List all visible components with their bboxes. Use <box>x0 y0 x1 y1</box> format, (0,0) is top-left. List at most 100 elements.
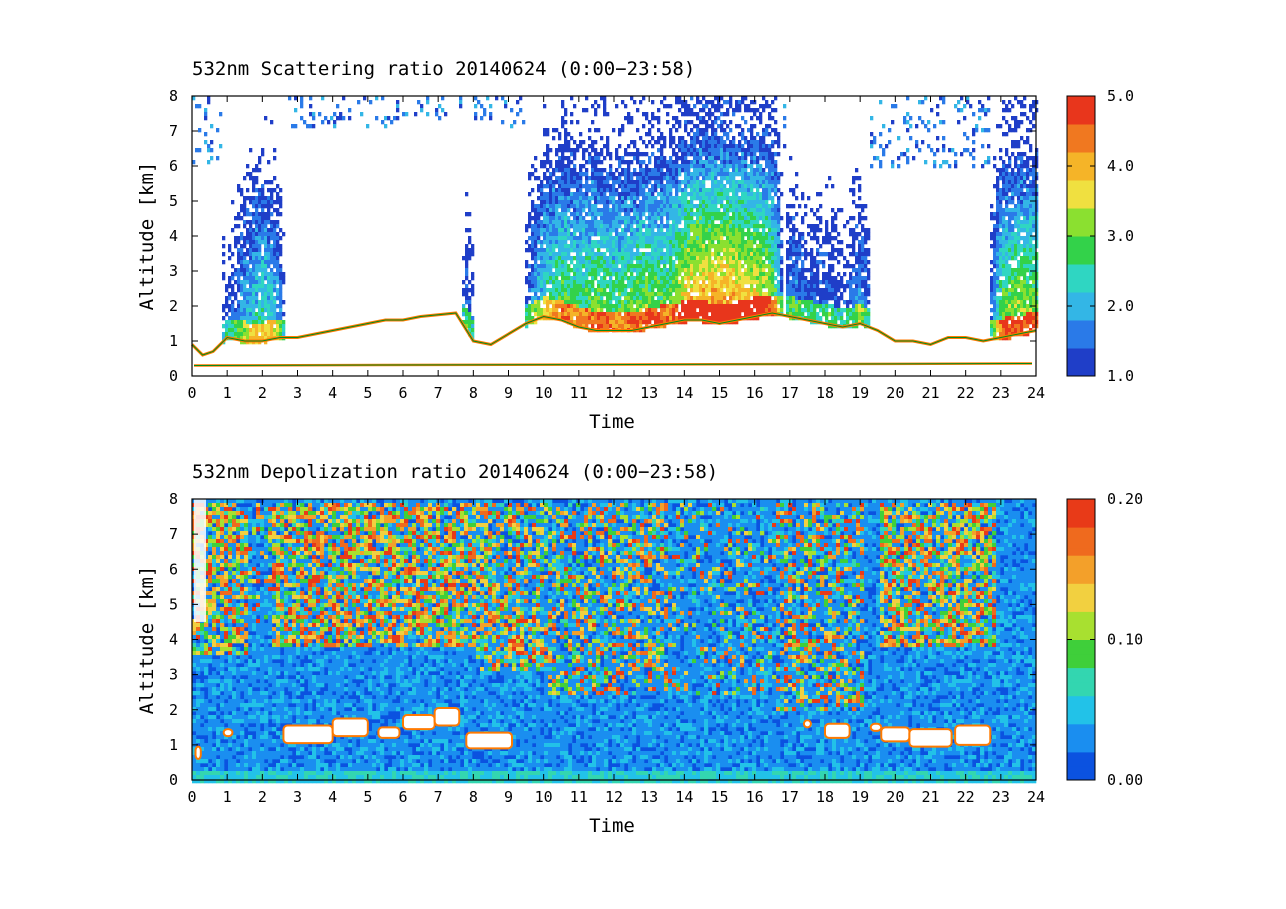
scattering-cell <box>702 228 706 233</box>
scattering-cell <box>753 256 757 261</box>
scattering-cell <box>546 304 550 309</box>
scattering-cell <box>543 128 547 133</box>
scattering-cell <box>732 312 736 317</box>
scattering-cell <box>801 244 805 249</box>
scattering-cell <box>726 168 730 173</box>
scattering-cell <box>576 280 580 285</box>
scattering-cell <box>594 272 598 277</box>
scattering-cell <box>579 304 583 309</box>
scattering-cell <box>729 296 733 301</box>
scattering-cell <box>684 144 688 149</box>
scattering-cell <box>711 300 715 305</box>
scattering-cell <box>696 284 700 289</box>
scattering-cell <box>666 232 670 237</box>
scattering-cell <box>276 304 280 309</box>
scattering-cell <box>810 276 814 281</box>
scattering-cell <box>249 232 253 237</box>
scattering-cell <box>603 112 607 117</box>
scattering-cell <box>621 300 625 305</box>
scattering-cell <box>561 144 565 149</box>
scattering-cell <box>630 184 634 189</box>
scattering-cell <box>240 324 244 329</box>
scattering-cell <box>246 196 250 201</box>
scattering-cell <box>276 200 280 205</box>
scattering-cell <box>822 276 826 281</box>
scattering-cell <box>684 100 688 105</box>
scattering-cell <box>624 220 628 225</box>
scattering-cell <box>768 160 772 165</box>
scattering-cell <box>735 220 739 225</box>
scattering-cell <box>654 168 658 173</box>
scattering-cell <box>834 292 838 297</box>
scattering-cell <box>564 136 568 141</box>
scattering-cell <box>726 204 730 209</box>
scattering-cell <box>822 296 826 301</box>
scattering-cell <box>837 288 841 293</box>
scattering-cell <box>831 228 835 233</box>
scattering-cell <box>741 232 745 237</box>
scattering-cell <box>531 276 535 281</box>
scattering-cell <box>735 156 739 161</box>
scattering-cell <box>705 260 709 265</box>
scattering-cell <box>660 296 664 301</box>
scattering-cell <box>771 280 775 285</box>
scattering-cell <box>732 292 736 297</box>
scattering-cell <box>735 244 739 249</box>
scattering-cell <box>837 240 841 245</box>
scattering-cell <box>717 172 721 177</box>
scattering-cell <box>771 240 775 245</box>
scattering-cell <box>474 112 478 117</box>
scattering-cell <box>582 264 586 269</box>
scattering-cell <box>603 276 607 281</box>
scattering-cell <box>642 320 646 325</box>
scattering-cell <box>723 232 727 237</box>
scattering-cell <box>624 292 628 297</box>
scattering-cell <box>774 188 778 193</box>
scattering-cell <box>837 296 841 301</box>
scattering-cell <box>738 268 742 273</box>
scattering-cell <box>663 292 667 297</box>
scattering-cell <box>738 260 742 265</box>
scattering-cell <box>276 196 280 201</box>
scattering-cell <box>621 100 625 105</box>
scattering-cell <box>696 216 700 221</box>
scattering-cell <box>756 116 760 121</box>
scattering-cell <box>750 268 754 273</box>
scattering-cell <box>228 292 232 297</box>
scattering-cell <box>741 192 745 197</box>
scattering-cell <box>777 236 781 241</box>
scattering-cell <box>309 112 313 117</box>
scattering-cell <box>633 212 637 217</box>
scattering-cell <box>546 288 550 293</box>
scattering-cell <box>642 232 646 237</box>
scattering-cell <box>606 324 610 329</box>
scattering-cell <box>273 156 277 161</box>
scattering-cell <box>597 172 601 177</box>
scattering-cell <box>714 200 718 205</box>
scattering-cell <box>561 296 565 301</box>
scattering-cell <box>228 276 232 281</box>
scattering-cell <box>651 200 655 205</box>
scattering-cell <box>660 220 664 225</box>
scattering-cell <box>666 112 670 117</box>
scattering-cell <box>834 308 838 313</box>
scattering-cell <box>672 272 676 277</box>
scattering-cell <box>660 244 664 249</box>
scattering-cell <box>642 220 646 225</box>
scattering-cell <box>243 296 247 301</box>
scattering-cell <box>720 196 724 201</box>
scattering-cell <box>738 264 742 269</box>
scattering-cell <box>246 328 250 333</box>
scattering-cell <box>852 244 856 249</box>
scattering-cell <box>591 204 595 209</box>
scattering-cell <box>588 228 592 233</box>
scattering-cell <box>852 192 856 197</box>
scattering-cell <box>759 152 763 157</box>
scattering-cell <box>672 136 676 141</box>
scattering-cell <box>816 228 820 233</box>
scattering-cell <box>759 240 763 245</box>
scattering-cell <box>744 224 748 229</box>
scattering-cell <box>855 292 859 297</box>
scattering-cell <box>768 308 772 313</box>
scattering-cell <box>705 288 709 293</box>
